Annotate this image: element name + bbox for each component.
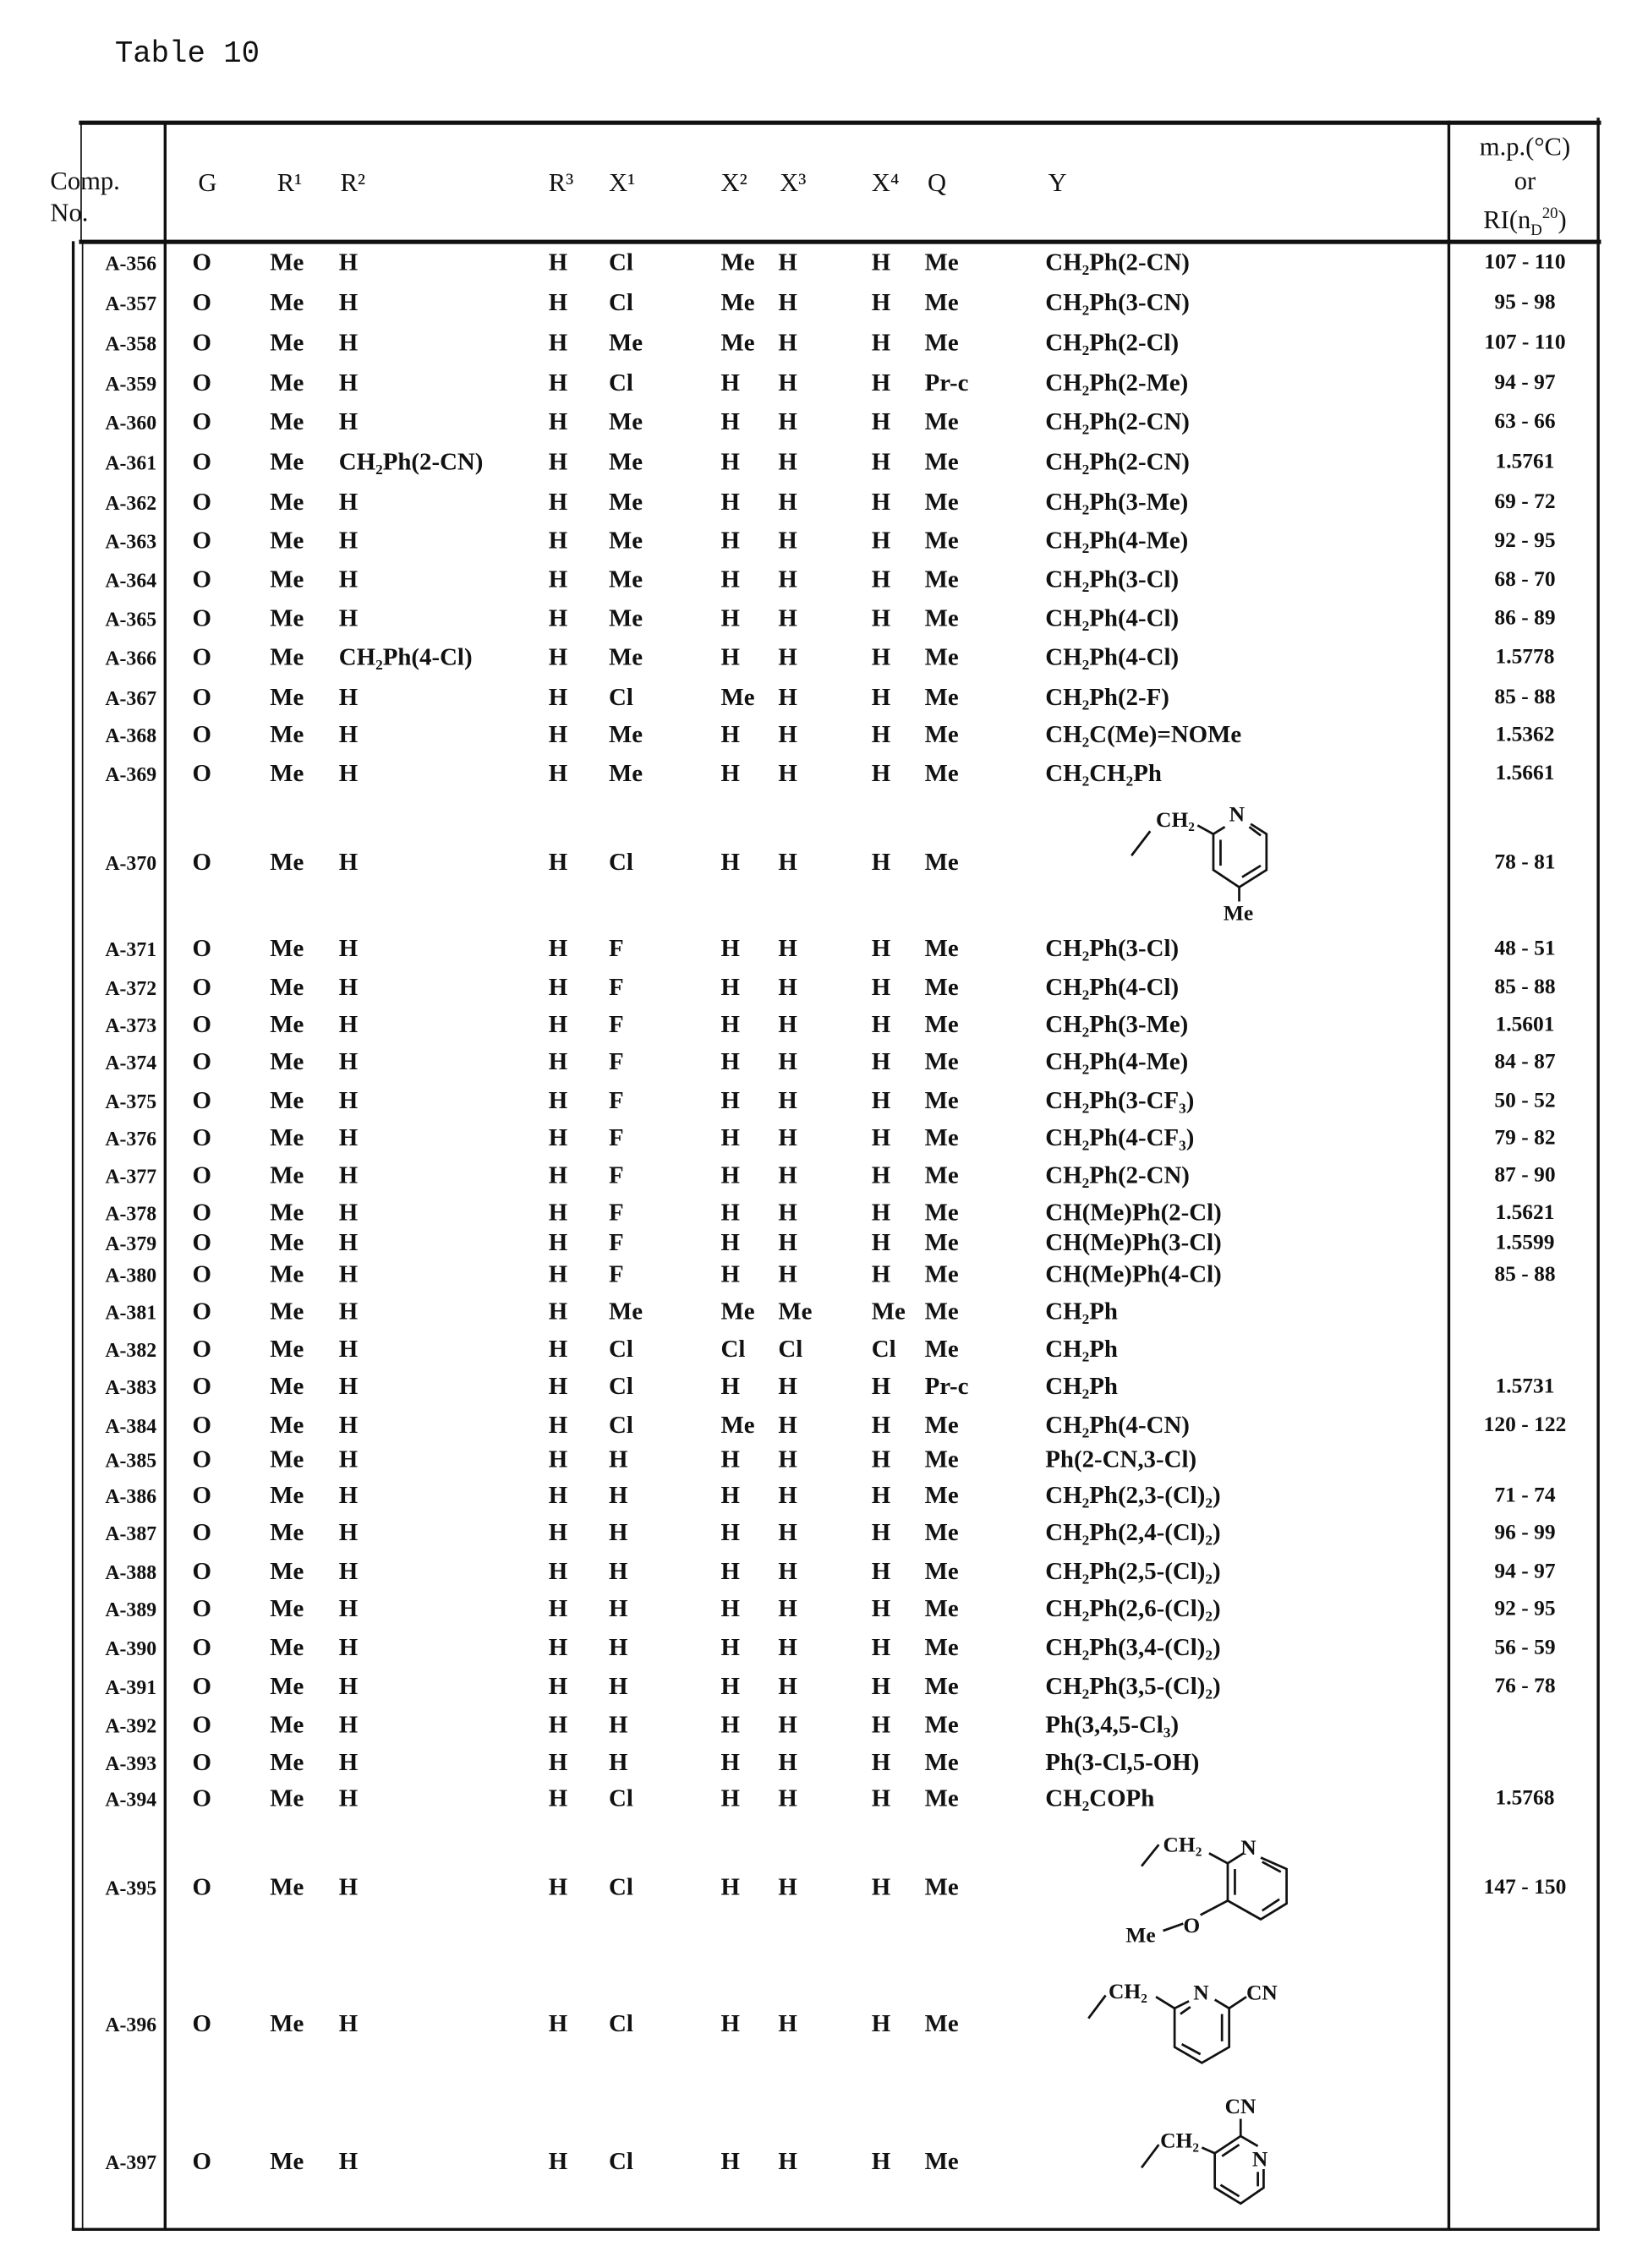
label-ch2: CH₂ xyxy=(1109,1979,1147,2003)
structure-a395: CH₂ N O Me xyxy=(1125,1833,1286,1948)
label-n: N xyxy=(1229,801,1246,826)
label-cn: CN xyxy=(1246,1981,1278,2005)
label-ch2: CH₂ xyxy=(1163,1833,1202,1857)
structure-a370: CH₂ N Me xyxy=(1131,801,1267,925)
table-page: Table 10 Comp. No. G R¹ R² R³ X¹ X² X³ X… xyxy=(0,0,1637,2268)
label-n: N xyxy=(1193,1981,1209,2005)
label-ch2: CH₂ xyxy=(1160,2129,1199,2153)
label-n: N xyxy=(1240,1835,1256,1860)
label-o: O xyxy=(1183,1913,1200,1937)
label-me: Me xyxy=(1224,901,1253,926)
structure-a397: CN CH₂ N xyxy=(1142,2094,1268,2204)
label-cn: CN xyxy=(1225,2094,1256,2118)
label-me: Me xyxy=(1125,1923,1155,1948)
structure-drawings: CH₂ N Me CH₂ N O Me CH₂ xyxy=(0,0,1637,2268)
label-n: N xyxy=(1252,2147,1268,2172)
structure-a396: CH₂ N CN xyxy=(1088,1979,1278,2063)
label-ch2: CH₂ xyxy=(1156,807,1195,832)
